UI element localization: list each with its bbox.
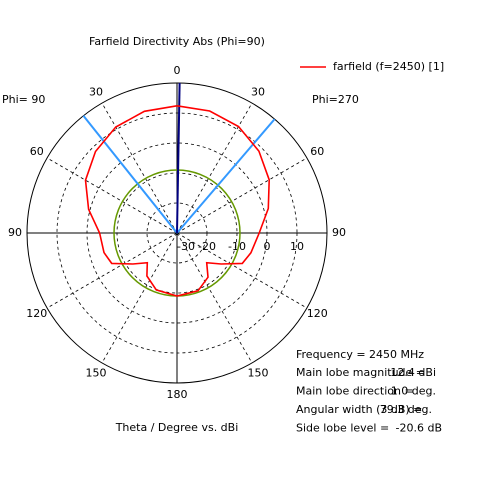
theta-tick-label: 0	[174, 64, 181, 77]
theta-tick-label: 120	[307, 307, 328, 320]
spoke	[176, 232, 253, 364]
r-tick-label: -10	[228, 240, 246, 253]
theta-tick-label: 30	[251, 86, 265, 99]
legend-label: farfield (f=2450) [1]	[333, 60, 444, 73]
r-tick-label: -30	[177, 240, 195, 253]
info-value: -20.6 dB	[396, 422, 443, 435]
beam-line	[176, 118, 276, 234]
spoke	[46, 157, 178, 234]
theta-tick-label: 150	[86, 366, 107, 379]
spoke	[101, 102, 178, 234]
axis-label: Theta / Degree vs. dBi	[115, 421, 239, 434]
pattern-line	[84, 105, 271, 297]
r-tick-label: -20	[198, 240, 216, 253]
r-tick-label: 10	[290, 240, 304, 253]
info-value: 12.4 dBi	[390, 366, 436, 379]
spoke	[176, 232, 308, 309]
info-label: Side lobe level =	[296, 422, 389, 435]
chart-title: Farfield Directivity Abs (Phi=90)	[89, 35, 265, 48]
info-label: Main lobe magnitude =	[296, 366, 425, 379]
theta-tick-label: 180	[167, 388, 188, 401]
left-label: Phi= 90	[2, 93, 45, 106]
spoke	[176, 102, 253, 234]
info-label: Angular width (3 dB) =	[296, 403, 422, 416]
theta-tick-label: 90	[8, 226, 22, 239]
right-label: Phi=270	[312, 93, 359, 106]
r-tick-label: 0	[264, 240, 271, 253]
info-frequency: Frequency = 2450 MHz	[296, 348, 424, 361]
beam-line	[82, 115, 178, 234]
theta-tick-label: 90	[332, 226, 346, 239]
theta-tick-label: 60	[30, 145, 44, 158]
theta-tick-label: 60	[310, 145, 324, 158]
info-value: 1.0 deg.	[391, 385, 436, 398]
theta-tick-label: 30	[89, 86, 103, 99]
spoke	[176, 157, 308, 234]
spoke	[46, 232, 178, 309]
theta-tick-label: 120	[26, 307, 47, 320]
main-lobe-line	[176, 83, 181, 234]
theta-tick-label: 150	[248, 366, 269, 379]
spoke	[101, 232, 178, 364]
info-value: 79.3 deg.	[380, 403, 432, 416]
info-label: Main lobe direction =	[296, 385, 414, 398]
